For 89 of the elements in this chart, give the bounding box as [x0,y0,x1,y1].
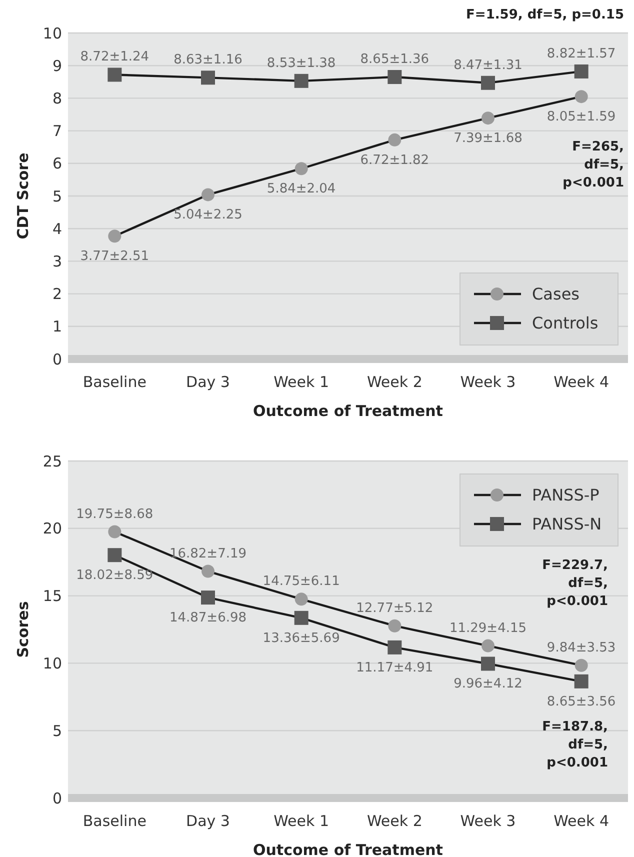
point [388,619,402,632]
point [202,188,214,202]
data-label: 19.75±8.68 [76,506,154,522]
x-tick-label: Week 1 [274,373,330,391]
point [202,564,214,578]
data-label: 8.65±1.36 [360,52,430,68]
data-label: 8.53±1.38 [266,56,336,71]
point [388,640,402,654]
x-tick-label: Week 2 [366,812,422,830]
point [108,68,122,82]
data-label: 14.75±6.11 [262,574,340,590]
point [574,64,588,78]
data-label: 3.77±2.51 [80,249,150,264]
data-label: 6.72±1.82 [360,152,430,168]
data-label: 5.04±2.25 [174,208,242,223]
y-tick-label: 5 [52,187,62,206]
point [482,112,494,125]
point [574,674,588,688]
point [574,90,588,104]
y-tick-label: 0 [52,789,62,808]
data-label: 8.47±1.31 [454,58,522,73]
point [388,70,402,84]
x-tick-label: Day 3 [186,373,230,391]
y-tick-label: 0 [52,350,62,368]
x-tick-label: Day 3 [186,812,230,830]
y-tick-label: 1 [52,318,62,336]
point [201,590,215,605]
x-tick-label: Week 1 [274,812,330,830]
x-axis-title: Outcome of Treatment [253,402,443,420]
y-tick-label: 5 [52,722,62,740]
x-tick-label: Week 3 [460,373,516,391]
y-tick-label: 15 [42,587,62,606]
y-axis-title: CDT Score [14,152,32,240]
point [481,76,495,90]
data-label: 18.02±8.59 [76,568,154,584]
point [108,548,122,562]
data-label: 7.39±1.68 [454,131,522,146]
point [294,74,308,88]
annotation: F=229.7, df=5, p<0.001 [542,558,608,609]
data-label: 13.36±5.69 [262,630,340,646]
y-tick-label: 9 [52,56,62,75]
data-label: 8.82±1.57 [546,46,616,62]
y-tick-label: 4 [52,220,62,238]
y-tick-label: 10 [42,24,62,42]
point [574,658,588,672]
data-label: 14.87±6.98 [169,610,247,626]
point [294,592,308,606]
data-label: 8.63±1.16 [174,52,242,68]
point [482,639,494,652]
text: F=1.59, df=5, p=0.15 [466,7,624,22]
data-label: 5.84±2.04 [266,182,336,197]
annotation: F=265, df=5, p<0.001 [562,139,624,190]
data-label: 11.17±4.91 [356,660,434,676]
x-tick-label: Baseline [82,373,146,391]
y-tick-label: 2 [52,285,62,304]
point [481,656,495,671]
point [108,525,122,538]
y-tick-label: 10 [42,654,62,672]
data-label: 12.77±5.12 [356,600,434,616]
x-tick-label: Baseline [82,812,146,830]
point [294,162,308,176]
data-label: 11.29±4.15 [449,620,527,636]
y-tick-label: 7 [52,122,62,140]
data-label: 9.84±3.53 [546,640,616,656]
y-axis-title: Scores [14,601,32,658]
legend-label: Cases [532,284,580,304]
y-tick-label: 6 [52,154,62,173]
point [201,70,215,85]
y-tick-label: 8 [52,89,62,108]
data-label: 9.96±4.12 [454,676,522,692]
data-label: 16.82±7.19 [169,546,247,562]
x-tick-label: Week 4 [554,812,610,830]
x-tick-label: Week 2 [366,373,422,391]
x-tick-label: Week 4 [554,373,610,391]
x-axis-title: Outcome of Treatment [253,841,443,857]
y-tick-label: 25 [42,452,62,470]
point [108,230,122,243]
annotation: F=187.8, df=5, p<0.001 [542,720,608,771]
data-label: 8.72±1.24 [80,50,150,65]
x-tick-label: Week 3 [460,812,516,830]
legend-label: Controls [532,314,598,333]
point [388,133,402,146]
data-label: 8.65±3.56 [546,694,616,710]
legend-label: PANSS-N [532,514,602,534]
y-tick-label: 3 [52,252,62,270]
y-tick-label: 20 [42,520,62,538]
data-label: 8.05±1.59 [546,110,616,125]
point [294,610,308,625]
legend-label: PANSS-P [532,486,600,505]
